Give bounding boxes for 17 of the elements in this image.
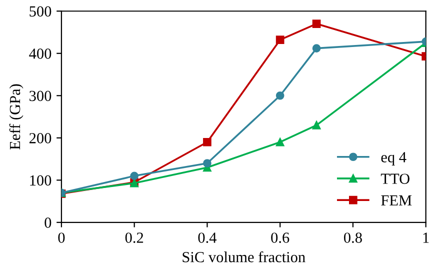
legend-label: eq 4	[381, 152, 406, 166]
y-tick-label: 400	[29, 48, 52, 59]
y-tick-label: 0	[44, 218, 52, 228]
legend-label: TTO	[380, 174, 410, 184]
y-tick-label: 300	[30, 90, 52, 102]
x-axis-title: SiC volume fraction	[182, 251, 306, 262]
legend-label: FEM	[381, 195, 412, 206]
x-tick-label: 0.4	[198, 232, 217, 243]
y-tick-label: 500	[30, 6, 52, 17]
x-tick-label: 0.6	[271, 232, 290, 243]
x-tick-label: 1	[423, 232, 429, 243]
y-tick-label: 100	[30, 175, 52, 186]
y-axis-title: Eeff (GPa)	[9, 84, 24, 150]
x-tick-label: 0.8	[344, 232, 362, 243]
y-tick-label: 200	[29, 133, 52, 144]
x-tick-label: 0	[58, 232, 65, 243]
x-tick-label: 0.2	[125, 232, 144, 243]
